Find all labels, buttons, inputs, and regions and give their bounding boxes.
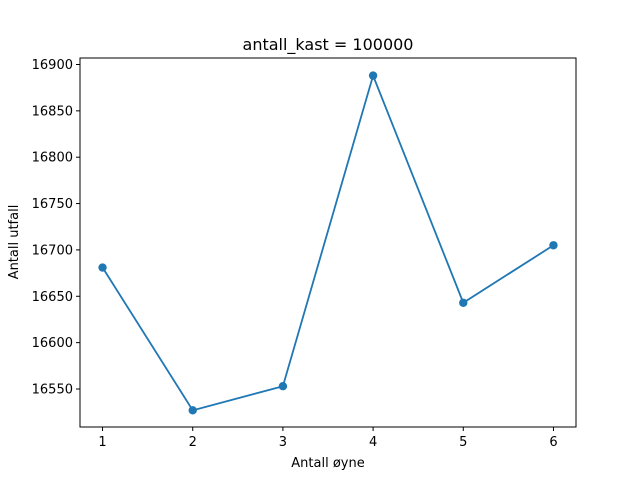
data-point <box>98 263 107 272</box>
data-point <box>459 298 468 307</box>
y-tick-label: 16800 <box>32 151 73 166</box>
x-tick-label: 5 <box>459 435 467 450</box>
y-tick-label: 16850 <box>32 104 73 119</box>
x-tick-label: 2 <box>189 435 197 450</box>
data-point <box>278 382 288 391</box>
plot-frame <box>79 57 577 428</box>
x-axis-label: Antall øyne <box>291 456 364 471</box>
chart-title: antall_kast = 100000 <box>243 35 414 55</box>
y-tick-label: 16600 <box>32 336 73 351</box>
x-tick-label: 1 <box>98 435 106 450</box>
x-tick-label: 4 <box>369 435 377 450</box>
x-tick-label: 6 <box>549 435 557 450</box>
data-point <box>549 241 558 250</box>
x-axis: 1 2 3 4 5 6 <box>98 427 558 450</box>
y-tick-label: 16750 <box>32 197 73 212</box>
y-tick-label: 16650 <box>32 290 73 305</box>
y-tick-label: 16900 <box>32 58 73 73</box>
y-axis: 16550 16600 16650 16700 16750 16800 16850 16900 <box>32 58 80 397</box>
series-line <box>101 72 554 412</box>
series-group <box>98 71 558 415</box>
data-point <box>368 71 378 80</box>
plot-area <box>79 57 577 428</box>
y-axis-label: Antall utfall <box>7 205 22 280</box>
y-tick-label: 16700 <box>32 243 73 258</box>
data-point <box>188 406 197 415</box>
x-tick-label: 3 <box>279 435 287 450</box>
y-tick-label: 16550 <box>32 382 73 397</box>
